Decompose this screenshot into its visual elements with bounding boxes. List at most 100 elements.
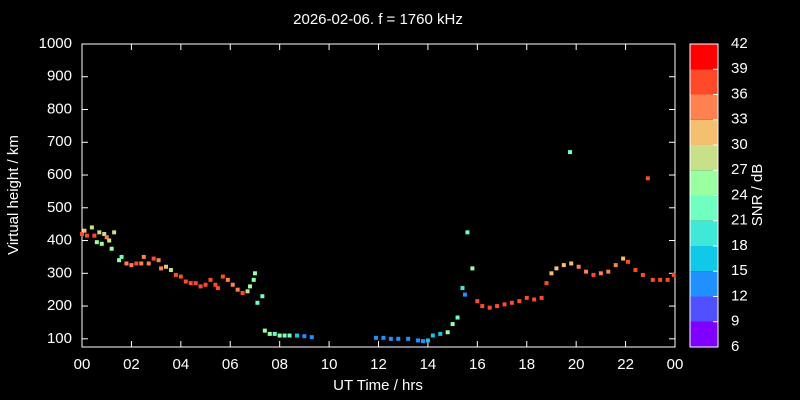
y-tick-label: 400 bbox=[47, 232, 72, 249]
colorbar-tick-label: 42 bbox=[731, 35, 748, 52]
data-point bbox=[645, 176, 650, 181]
data-point bbox=[591, 272, 596, 277]
y-tick-label: 200 bbox=[47, 297, 72, 314]
data-point bbox=[302, 334, 307, 339]
data-point bbox=[141, 254, 146, 259]
data-point bbox=[502, 302, 507, 307]
data-point bbox=[539, 295, 544, 300]
data-point bbox=[509, 300, 514, 305]
y-tick-label: 700 bbox=[47, 133, 72, 150]
data-point bbox=[621, 256, 626, 261]
data-point bbox=[532, 297, 537, 302]
data-point bbox=[109, 246, 114, 251]
colorbar-band bbox=[690, 271, 718, 297]
data-point bbox=[450, 322, 455, 327]
data-point bbox=[80, 231, 84, 236]
data-point bbox=[495, 304, 500, 309]
colorbar-band bbox=[690, 69, 718, 95]
data-point bbox=[455, 315, 460, 320]
data-point bbox=[460, 286, 465, 291]
data-point bbox=[146, 261, 151, 266]
data-point bbox=[178, 274, 183, 279]
data-point bbox=[84, 233, 89, 238]
x-tick-label: 16 bbox=[469, 356, 486, 373]
x-tick-label: 04 bbox=[172, 356, 189, 373]
data-point bbox=[102, 231, 107, 236]
data-point bbox=[549, 271, 554, 276]
x-tick-label: 22 bbox=[617, 356, 634, 373]
data-point bbox=[159, 266, 164, 271]
data-point bbox=[287, 333, 292, 338]
data-point bbox=[613, 263, 618, 268]
y-tick-label: 300 bbox=[47, 264, 72, 281]
data-point bbox=[112, 230, 117, 235]
data-point bbox=[139, 261, 144, 266]
data-point bbox=[168, 268, 173, 273]
y-tick-label: 100 bbox=[47, 330, 72, 347]
data-point bbox=[406, 336, 411, 341]
colorbar-tick-label: 24 bbox=[731, 186, 748, 203]
data-point bbox=[208, 277, 213, 282]
x-tick-label: 06 bbox=[222, 356, 239, 373]
data-point bbox=[626, 259, 631, 264]
data-point bbox=[517, 299, 522, 304]
data-point bbox=[260, 294, 265, 299]
y-tick-label: 1000 bbox=[39, 35, 72, 52]
data-point bbox=[487, 305, 492, 310]
data-point bbox=[475, 299, 480, 304]
data-point bbox=[640, 272, 645, 277]
y-tick-label: 800 bbox=[47, 100, 72, 117]
data-point bbox=[465, 230, 470, 235]
data-point bbox=[524, 295, 529, 300]
x-tick-label: 18 bbox=[518, 356, 535, 373]
data-point bbox=[255, 300, 260, 305]
chart-title: 2026-02-06. f = 1760 kHz bbox=[293, 11, 463, 28]
data-point bbox=[225, 277, 230, 282]
colorbar-tick-label: 6 bbox=[731, 338, 739, 355]
colorbar-tick-label: 15 bbox=[731, 262, 748, 279]
data-point bbox=[129, 263, 134, 268]
data-point bbox=[262, 328, 267, 333]
data-point bbox=[470, 266, 475, 271]
colorbar-tick-label: 9 bbox=[731, 313, 739, 330]
x-tick-label: 14 bbox=[420, 356, 437, 373]
data-point bbox=[240, 290, 245, 295]
x-tick-label: 00 bbox=[74, 356, 91, 373]
data-point bbox=[576, 264, 581, 269]
data-point bbox=[374, 335, 379, 340]
colorbar-label: SNR / dB bbox=[749, 164, 766, 227]
data-point bbox=[606, 269, 611, 274]
data-point bbox=[203, 282, 208, 287]
data-point bbox=[282, 333, 287, 338]
data-point bbox=[235, 287, 240, 292]
data-point bbox=[569, 261, 574, 266]
data-point bbox=[438, 331, 443, 336]
data-point bbox=[251, 277, 256, 282]
colorbar-band bbox=[690, 220, 718, 246]
y-tick-label: 600 bbox=[47, 166, 72, 183]
data-point bbox=[173, 272, 178, 277]
x-tick-label: 00 bbox=[667, 356, 684, 373]
x-tick-label: 20 bbox=[568, 356, 585, 373]
data-point bbox=[245, 289, 250, 294]
colorbar-band bbox=[690, 44, 718, 70]
data-point bbox=[134, 261, 139, 266]
data-point bbox=[277, 333, 282, 338]
colorbar-band bbox=[690, 119, 718, 145]
colorbar-tick-label: 12 bbox=[731, 287, 748, 304]
data-point bbox=[220, 274, 225, 279]
colorbar-band bbox=[690, 170, 718, 196]
data-point bbox=[117, 258, 122, 263]
data-point bbox=[309, 335, 314, 340]
data-point bbox=[151, 256, 156, 261]
colorbar-band bbox=[690, 195, 718, 221]
data-point bbox=[665, 277, 670, 282]
data-point bbox=[544, 281, 549, 286]
colorbar-tick-label: 36 bbox=[731, 85, 748, 102]
data-point bbox=[230, 282, 235, 287]
colorbar-tick-label: 21 bbox=[731, 212, 748, 229]
colorbar-tick-label: 18 bbox=[731, 237, 748, 254]
data-point bbox=[272, 331, 277, 336]
